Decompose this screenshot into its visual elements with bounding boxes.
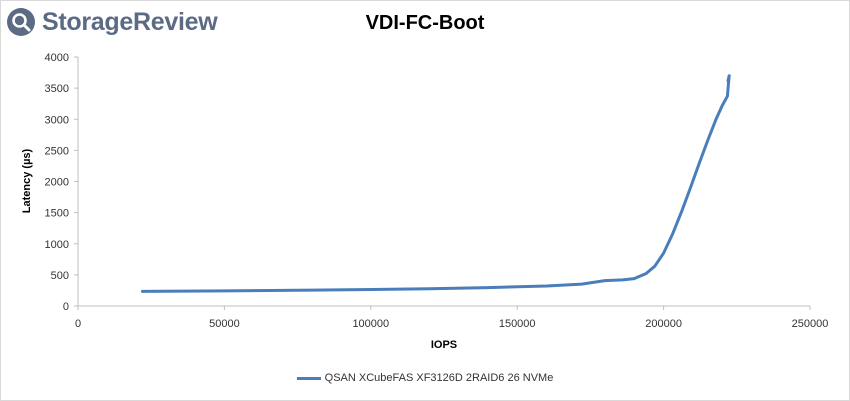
x-tick-labels: 0 50000 100000 150000 200000 250000 xyxy=(75,306,828,330)
y-tick-label: 4000 xyxy=(45,52,69,64)
x-tick-label: 0 xyxy=(75,318,81,330)
x-tick-label: 150000 xyxy=(499,318,536,330)
y-tick-label: 0 xyxy=(63,301,69,313)
x-tick-label: 100000 xyxy=(352,318,389,330)
storagereview-logo-icon xyxy=(7,8,35,36)
y-tick-label: 3000 xyxy=(45,114,69,126)
brand-name: StorageReview xyxy=(42,7,218,36)
y-tick-label: 1000 xyxy=(45,239,69,251)
y-tick-label: 3500 xyxy=(45,83,69,95)
y-tick-label: 1500 xyxy=(45,208,69,220)
y-tick-labels: 0 500 1000 1500 2000 2500 3000 3500 4000 xyxy=(45,52,78,313)
x-tick-label: 200000 xyxy=(645,318,682,330)
chart-title: VDI-FC-Boot xyxy=(365,12,485,34)
series-line xyxy=(140,74,731,293)
series-layer xyxy=(140,74,731,293)
y-tick-label: 2000 xyxy=(45,177,69,189)
legend-label: QSAN XCubeFAS XF3126D 2RAID6 26 NVMe xyxy=(324,372,554,384)
legend: QSAN XCubeFAS XF3126D 2RAID6 26 NVMe xyxy=(0,372,850,384)
y-tick-label: 2500 xyxy=(45,145,69,157)
y-axis-label: Latency (µs) xyxy=(21,148,33,213)
x-tick-label: 50000 xyxy=(209,318,240,330)
storagereview-logo: StorageReview xyxy=(6,2,226,42)
x-tick-label: 250000 xyxy=(792,318,829,330)
y-tick-label: 500 xyxy=(51,270,69,282)
x-axis-label: IOPS xyxy=(431,339,457,351)
legend-swatch xyxy=(296,376,321,380)
